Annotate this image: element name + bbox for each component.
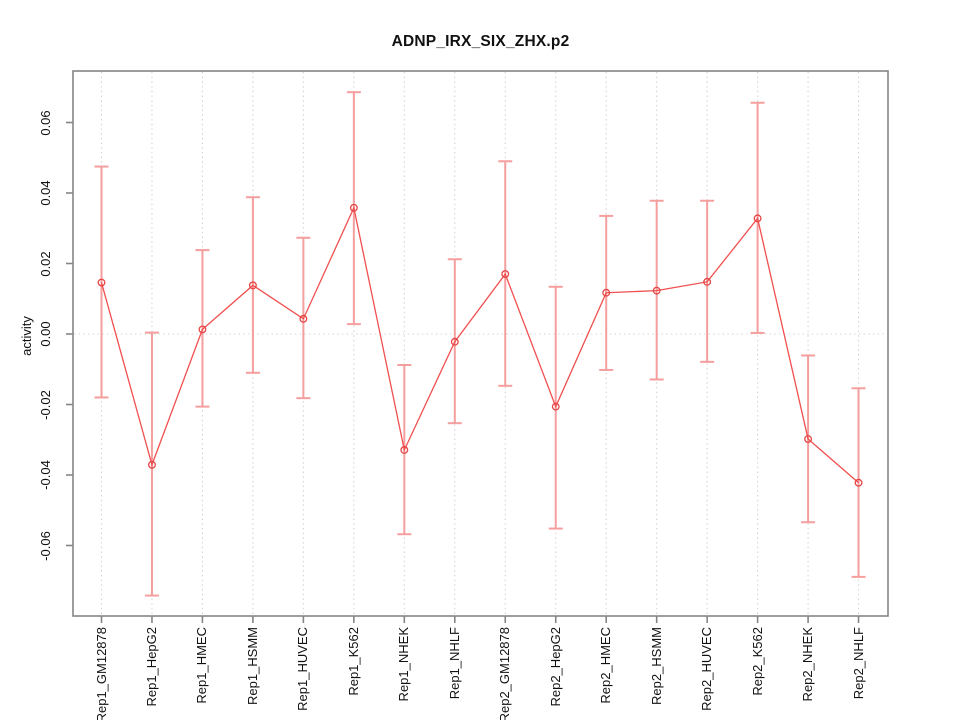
axis-ticks (66, 121, 860, 623)
x-tick-label: Rep2_NHLF (850, 627, 866, 700)
chart-title: ADNP_IRX_SIX_ZHX.p2 (391, 33, 570, 50)
x-tick-label: Rep2_HMEC (598, 627, 614, 704)
x-tick-label: Rep2_HSMM (648, 627, 664, 706)
x-tick-label: Rep2_K562 (749, 627, 765, 696)
y-tick-label: 0.02 (38, 250, 53, 277)
x-tick-label: Rep2_HUVEC (699, 627, 715, 711)
gridlines (74, 72, 887, 615)
x-tick-label: Rep1_NHLF (446, 627, 462, 700)
y-tick-label: -0.02 (38, 389, 53, 420)
x-tick-label: Rep2_GM12878 (497, 627, 513, 720)
x-tick-label: Rep1_GM12878 (93, 627, 109, 720)
x-tick-label: Rep1_HSMM (244, 627, 260, 706)
x-tick-label: Rep1_NHEK (396, 627, 412, 702)
y-axis-title: activity (19, 316, 34, 356)
y-tick-label: -0.06 (38, 530, 53, 561)
x-tick-label: Rep1_K562 (345, 627, 361, 696)
x-tick-label: Rep1_HepG2 (143, 627, 159, 707)
y-tick-label: 0.00 (38, 321, 53, 347)
x-tick-label: Rep2_NHEK (800, 627, 816, 702)
x-tick-label: Rep1_HMEC (194, 627, 210, 704)
x-tick-label: Rep2_HepG2 (547, 627, 563, 707)
y-tick-label: 0.06 (38, 109, 53, 136)
y-tick-label: -0.04 (38, 460, 53, 490)
data-points (97, 203, 863, 487)
x-tick-label: Rep1_HUVEC (295, 627, 311, 711)
plot-box (72, 70, 889, 617)
series-line (100, 205, 859, 484)
y-tick-label: 0.04 (38, 180, 53, 206)
error-bars (94, 91, 866, 597)
